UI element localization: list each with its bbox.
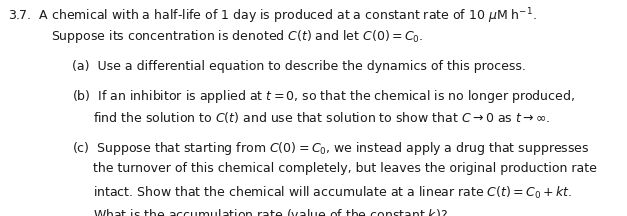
Text: intact. Show that the chemical will accumulate at a linear rate $C(t) = C_0 + kt: intact. Show that the chemical will accu…: [93, 185, 572, 201]
Text: the turnover of this chemical completely, but leaves the original production rat: the turnover of this chemical completely…: [93, 162, 597, 175]
Text: 3.7.  A chemical with a half-life of 1 day is produced at a constant rate of 10 : 3.7. A chemical with a half-life of 1 da…: [8, 6, 536, 26]
Text: What is the accumulation rate (value of the constant $k$)?: What is the accumulation rate (value of …: [93, 207, 448, 216]
Text: find the solution to $C(t)$ and use that solution to show that $C \rightarrow 0$: find the solution to $C(t)$ and use that…: [93, 110, 551, 125]
Text: (a)  Use a differential equation to describe the dynamics of this process.: (a) Use a differential equation to descr…: [72, 60, 526, 73]
Text: Suppose its concentration is denoted $C(t)$ and let $C(0) = C_0$.: Suppose its concentration is denoted $C(…: [51, 28, 424, 45]
Text: (c)  Suppose that starting from $C(0) = C_0$, we instead apply a drug that suppr: (c) Suppose that starting from $C(0) = C…: [72, 140, 590, 157]
Text: (b)  If an inhibitor is applied at $t = 0$, so that the chemical is no longer pr: (b) If an inhibitor is applied at $t = 0…: [72, 88, 575, 105]
